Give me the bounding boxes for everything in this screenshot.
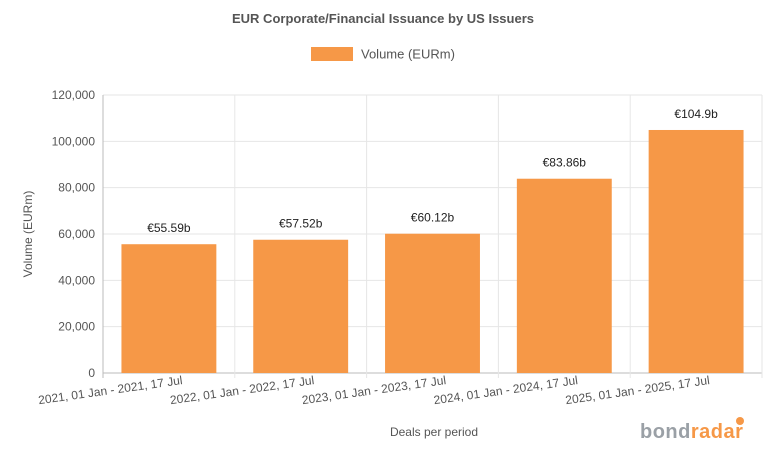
bar-value-label: €57.52b bbox=[279, 217, 323, 231]
bar[interactable] bbox=[516, 178, 612, 373]
bar-value-label: €55.59b bbox=[147, 221, 191, 235]
legend[interactable]: Volume (EURm) bbox=[311, 47, 455, 62]
bar[interactable] bbox=[253, 239, 349, 373]
y-tick-label: 0 bbox=[88, 366, 95, 380]
x-tick-label: 2022, 01 Jan - 2022, 17 Jul bbox=[169, 373, 315, 407]
y-tick-label: 120,000 bbox=[52, 88, 96, 102]
y-axis-ticks: 0 20,000 40,000 60,000 80,000 100,000 120,000 bbox=[52, 88, 96, 380]
data-labels: €55.59b €57.52b €60.12b €83.86b €104.9b bbox=[147, 107, 718, 235]
x-tick-label: 2023, 01 Jan - 2023, 17 Jul bbox=[301, 373, 447, 407]
logo-text-bond: bond bbox=[640, 421, 691, 443]
y-axis-title: Volume (EURm) bbox=[21, 191, 35, 278]
logo-dot bbox=[736, 417, 744, 425]
bar-value-label: €83.86b bbox=[543, 156, 587, 170]
y-tick-label: 100,000 bbox=[52, 134, 96, 148]
svg-text:bondradar: bondradar bbox=[640, 421, 743, 443]
legend-swatch bbox=[311, 47, 353, 61]
bar[interactable] bbox=[648, 129, 744, 373]
y-tick-label: 40,000 bbox=[58, 273, 95, 287]
chart-title: EUR Corporate/Financial Issuance by US I… bbox=[232, 11, 534, 26]
bondradar-logo: bondradar bbox=[640, 417, 744, 443]
legend-label: Volume (EURm) bbox=[361, 47, 455, 62]
y-tick-label: 20,000 bbox=[58, 320, 95, 334]
x-tick-label: 2024, 01 Jan - 2024, 17 Jul bbox=[433, 373, 579, 407]
bars bbox=[121, 129, 744, 373]
y-tick-label: 80,000 bbox=[58, 181, 95, 195]
logo-text-radar: radar bbox=[691, 421, 744, 443]
x-axis-title: Deals per period bbox=[390, 425, 478, 439]
x-tick-label: 2021, 01 Jan - 2021, 17 Jul bbox=[37, 373, 183, 407]
bar[interactable] bbox=[385, 233, 480, 373]
bar-value-label: €60.12b bbox=[411, 211, 455, 225]
y-tick-label: 60,000 bbox=[58, 227, 95, 241]
bar-value-label: €104.9b bbox=[674, 107, 718, 121]
x-tick-label: 2025, 01 Jan - 2025, 17 Jul bbox=[565, 373, 711, 407]
bar[interactable] bbox=[121, 244, 217, 373]
